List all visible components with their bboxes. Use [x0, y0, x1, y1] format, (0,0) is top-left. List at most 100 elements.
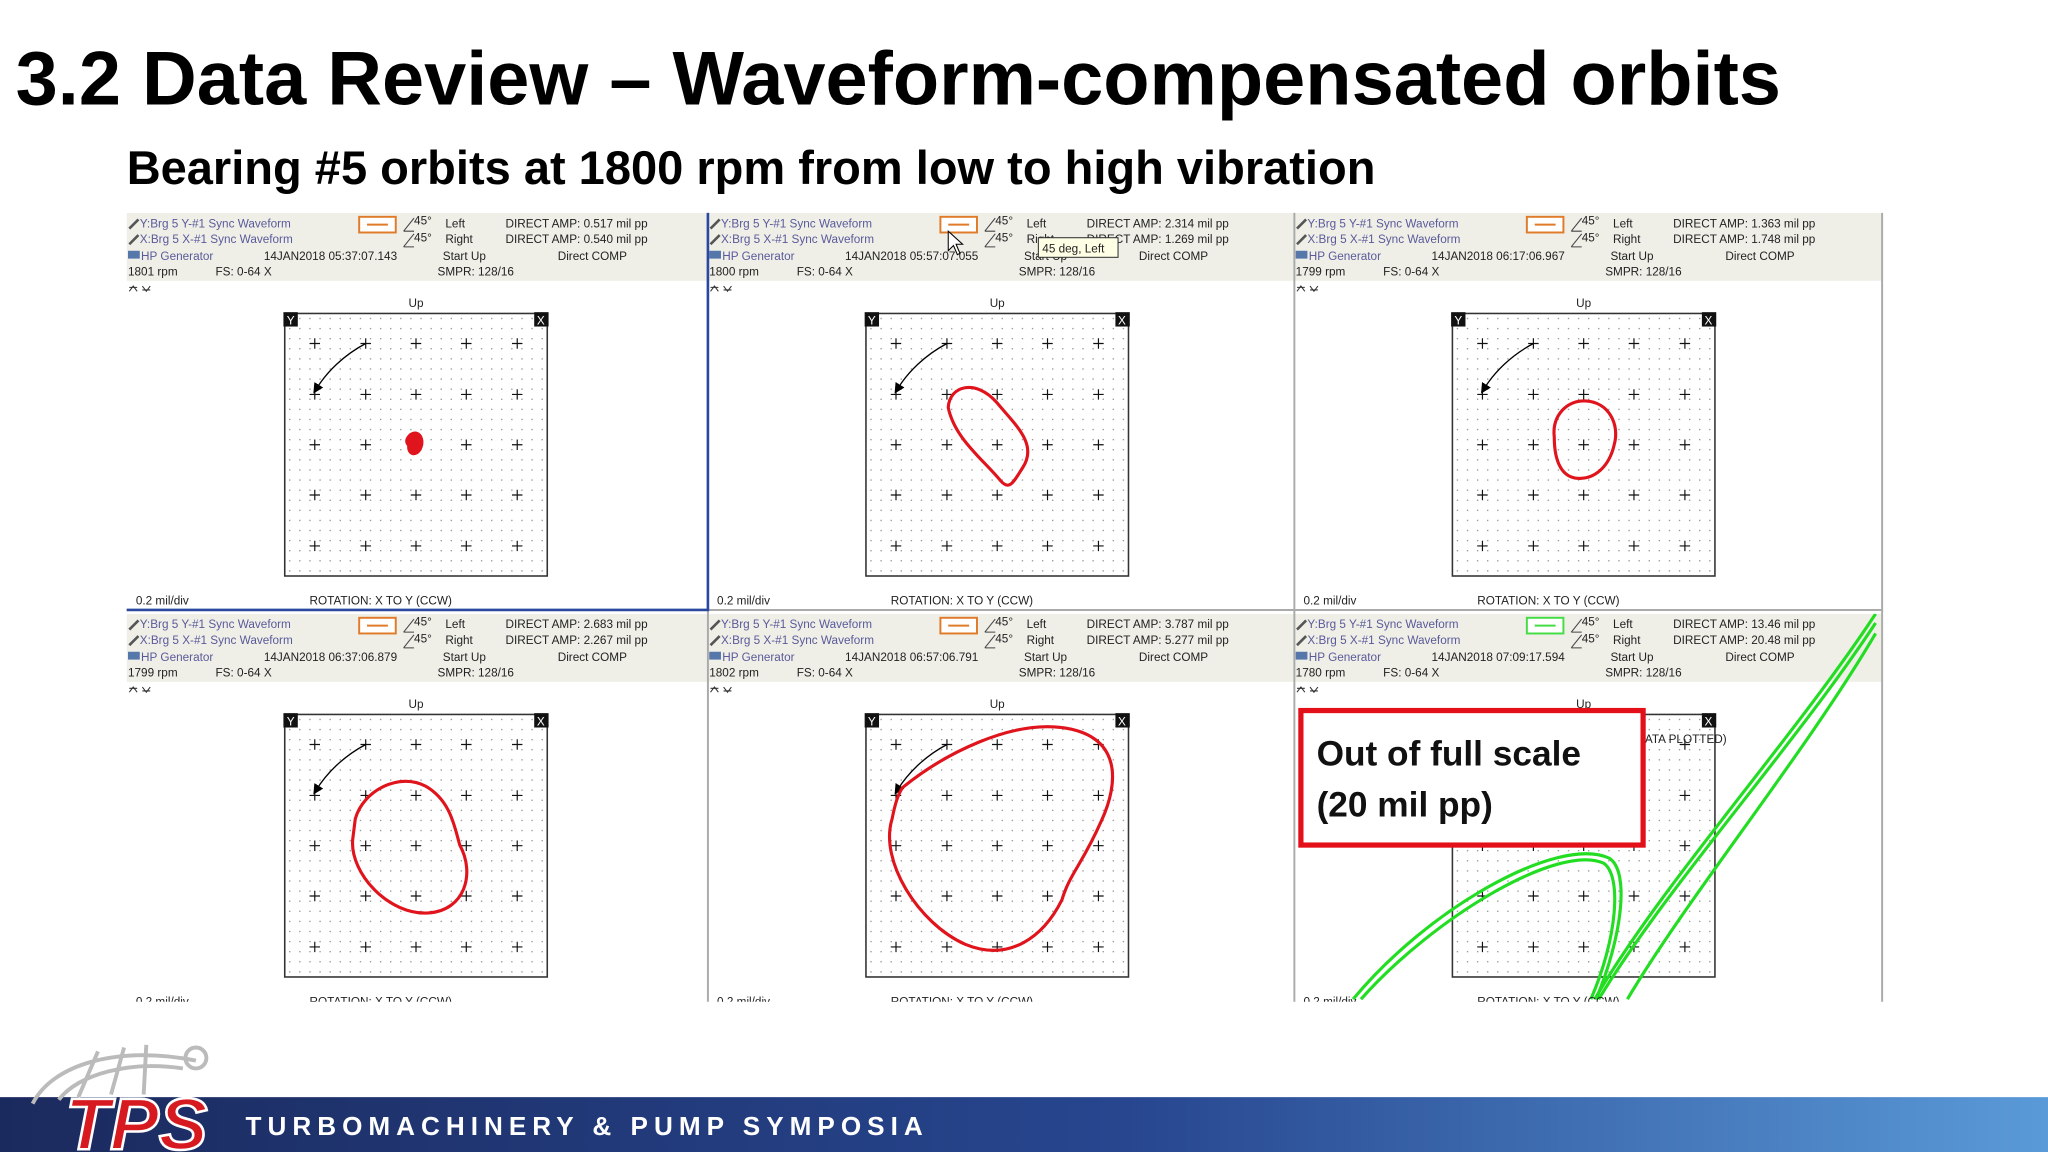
orbit: [1552, 399, 1618, 480]
grid-cross: [461, 840, 472, 851]
y-corner: [864, 713, 880, 728]
grid-cross: [890, 489, 902, 501]
grid-cross: [991, 739, 1003, 750]
mode: Start Up: [1024, 651, 1068, 664]
x-angle: 45°: [995, 633, 1013, 646]
grid-cross: [309, 840, 320, 851]
grid-cross: [890, 338, 902, 349]
grid-cross: [1093, 489, 1104, 501]
grid-cross: [1477, 489, 1488, 501]
grid-cross: [410, 338, 422, 349]
zoom-icons: [128, 285, 151, 293]
machine-icon: [1295, 250, 1308, 259]
y-angle: 45°: [414, 616, 432, 629]
grid-cross: [1528, 941, 1539, 953]
grid-cross: [1042, 840, 1053, 851]
orbit-plot: Y X Up: [864, 297, 1130, 577]
cursor: [947, 230, 964, 256]
y-axis-label: Y: [1454, 315, 1462, 328]
up-label: Up: [990, 297, 1005, 310]
rotation: ROTATION: X TO Y (CCW): [891, 996, 1033, 1009]
orbit: [405, 431, 424, 456]
x-channel: X:Brg 5 X-#1 Sync Waveform: [721, 233, 874, 246]
grid-cross: [461, 890, 472, 902]
scale: 0.2 mil/div: [136, 996, 189, 1009]
grid-cross: [991, 540, 1003, 552]
grid-cross: [410, 941, 422, 953]
speed: 1801 rpm: [128, 266, 178, 279]
grid-cross: [1528, 439, 1539, 450]
rotation-arrow: [1481, 342, 1534, 394]
orbit: [1351, 852, 1623, 1001]
angle-icon: [403, 217, 415, 248]
orbit-panel: Y:Brg 5 Y-#1 Sync Waveform X:Brg 5 X-#1 S…: [126, 212, 708, 610]
y-side: Left: [1027, 217, 1047, 230]
machine: HP Generator: [141, 651, 213, 664]
grid-cross: [890, 941, 902, 953]
up-label: Up: [1576, 297, 1591, 310]
grid-cross: [1679, 790, 1691, 801]
grid-cross: [991, 790, 1003, 801]
orbit-plot: Y X Up: [1451, 297, 1717, 577]
x-amp: DIRECT AMP: 2.267 mil pp: [505, 634, 648, 647]
grid-cross: [410, 890, 422, 902]
grid-cross: [309, 540, 320, 552]
orbit: [1597, 622, 1877, 1000]
y-channel: Y:Brg 5 Y-#1 Sync Waveform: [140, 217, 291, 230]
grid-cross: [461, 790, 472, 801]
machine: HP Generator: [722, 651, 794, 664]
grid-cross: [1628, 489, 1640, 501]
grid-cross: [410, 489, 422, 501]
grid-cross: [1042, 389, 1053, 400]
grid-cross: [360, 439, 371, 450]
grid-cross: [410, 389, 422, 400]
grid-cross: [309, 439, 320, 450]
grid-cross: [512, 540, 523, 552]
grid-cross: [1578, 941, 1589, 953]
grid-cross: [1679, 840, 1691, 851]
active-panel-border: [126, 212, 710, 612]
rotation-arrow: [894, 743, 948, 795]
grid-cross: [360, 489, 371, 501]
rotation-arrow: [313, 342, 367, 394]
x-axis-label: X: [537, 716, 545, 729]
x-channel: X:Brg 5 X-#1 Sync Waveform: [1307, 634, 1460, 647]
x-amp: DIRECT AMP: 1.748 mil pp: [1673, 233, 1816, 246]
y-axis-label: Y: [868, 315, 876, 328]
y-side: Left: [1027, 618, 1047, 631]
grid-cross: [1578, 338, 1589, 349]
grid-cross: [512, 389, 523, 400]
machine-icon: [709, 651, 721, 660]
machine: HP Generator: [1309, 250, 1381, 263]
machine: HP Generator: [722, 250, 794, 263]
grid-cross: [1679, 489, 1691, 501]
zoom-icons: [1296, 686, 1319, 694]
x-corner: [1115, 713, 1130, 728]
footer: TPS TURBOMACHINERY & PUMP SYMPOSIA: [0, 1044, 2048, 1152]
timestamp: 14JAN2018 05:37:07.143: [264, 250, 398, 263]
x-angle: 45°: [995, 232, 1013, 245]
x-channel: X:Brg 5 X-#1 Sync Waveform: [721, 634, 874, 647]
grid-cross: [461, 389, 472, 400]
x-corner: [534, 312, 549, 327]
y-amp: DIRECT AMP: 2.314 mil pp: [1087, 217, 1230, 230]
grid-cross: [1093, 338, 1104, 349]
panel-header: [1294, 212, 1883, 281]
rotation: ROTATION: X TO Y (CCW): [1477, 996, 1619, 1009]
x-side: Right: [1613, 233, 1641, 246]
zoom-icons: [128, 686, 151, 694]
zoom-icons: [710, 285, 732, 293]
panel-header: [1294, 613, 1883, 682]
rotation-arrow: [894, 342, 948, 394]
grid-cross: [1477, 941, 1488, 953]
x-channel: X:Brg 5 X-#1 Sync Waveform: [1307, 233, 1460, 246]
grid-cross: [461, 439, 472, 450]
y-side: Left: [1613, 217, 1633, 230]
grid-cross: [890, 739, 902, 750]
grid-cross: [1042, 790, 1053, 801]
grid-cross: [991, 890, 1003, 902]
grid-cross: [461, 540, 472, 552]
angle-icon: [1570, 618, 1583, 649]
title: 3.2 Data Review – Waveform-compensated o…: [16, 36, 1781, 121]
